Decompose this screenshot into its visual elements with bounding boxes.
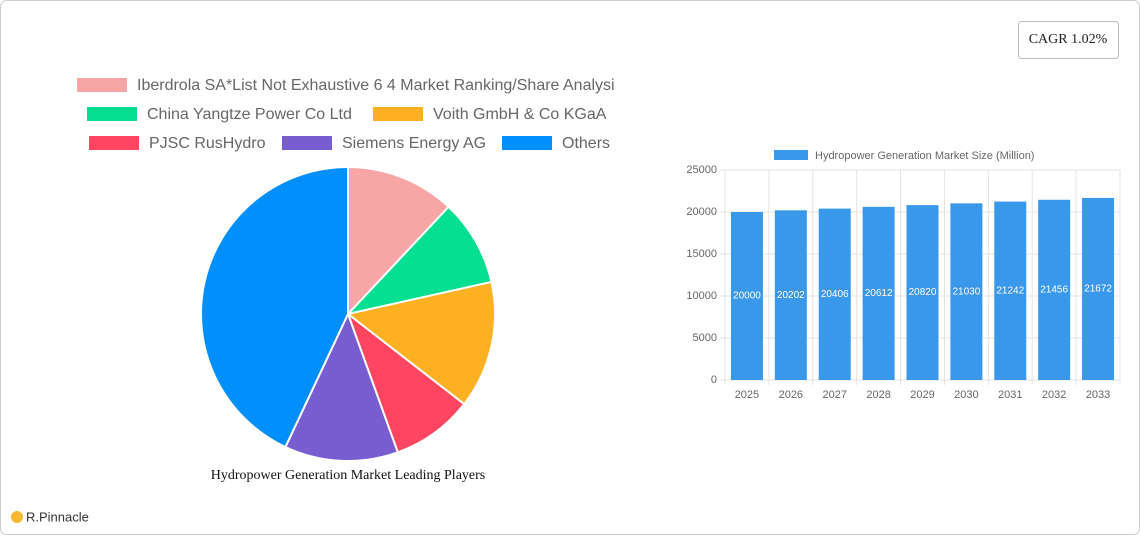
bar [1082, 197, 1115, 380]
legend-swatch [373, 107, 423, 121]
x-tick-label: 2030 [954, 389, 978, 401]
x-tick-label: 2031 [998, 389, 1022, 401]
y-tick-label: 20000 [686, 206, 717, 218]
x-tick-label: 2028 [866, 389, 890, 401]
bar-value-label: 21030 [952, 286, 980, 297]
pie-slice [347, 165, 451, 317]
bar [994, 201, 1027, 380]
y-tick-label: 25000 [686, 164, 717, 176]
y-tick-label: 5000 [693, 332, 717, 344]
bar-value-label: 20000 [733, 291, 761, 302]
bar [730, 212, 763, 380]
pie-slice [284, 311, 400, 462]
legend-swatch [87, 107, 137, 121]
legend-label: China Yangtze Power Co Ltd [147, 106, 352, 123]
legend-label: Siemens Energy AG [342, 135, 486, 152]
legend-label: Voith GmbH & Co KGaA [433, 106, 607, 123]
bar [862, 206, 895, 380]
bar-value-label: 20820 [909, 287, 937, 298]
pie-slice [345, 280, 496, 406]
legend-swatch [77, 78, 127, 92]
x-tick-label: 2026 [779, 389, 803, 401]
pie-slice [345, 205, 493, 316]
y-tick-label: 10000 [686, 290, 717, 302]
bar [1038, 199, 1071, 380]
brand-name: R.Pinnacle [26, 509, 89, 524]
bar-value-label: 20202 [777, 290, 805, 301]
cagr-text: CAGR 1.02% [1029, 32, 1108, 47]
pie-slice [200, 165, 349, 449]
legend-label: Others [562, 135, 610, 152]
y-tick-label: 0 [711, 374, 717, 386]
brand-logo [11, 511, 23, 523]
bar-value-label: 21672 [1084, 284, 1112, 295]
x-tick-label: 2029 [910, 389, 934, 401]
x-tick-label: 2032 [1042, 389, 1066, 401]
bar-value-label: 20612 [865, 288, 893, 299]
bar-value-label: 21456 [1040, 285, 1068, 296]
legend-swatch [502, 136, 552, 150]
bar [774, 210, 807, 380]
x-tick-label: 2025 [735, 389, 759, 401]
pie-slice [345, 311, 466, 454]
x-tick-label: 2027 [822, 389, 846, 401]
pie-title: Hydropower Generation Market Leading Pla… [211, 468, 485, 483]
legend-label: Iberdrola SA*List Not Exhaustive 6 4 Mar… [137, 77, 615, 94]
y-tick-label: 15000 [686, 248, 717, 260]
bar-value-label: 21242 [996, 285, 1024, 296]
bar [818, 208, 851, 380]
legend-label: PJSC RusHydro [149, 135, 266, 152]
bar-value-label: 20406 [821, 289, 849, 300]
legend-swatch [282, 136, 332, 150]
legend-swatch [774, 150, 808, 160]
legend-swatch [89, 136, 139, 150]
bar [950, 203, 983, 380]
bar [906, 205, 939, 380]
legend-label: Hydropower Generation Market Size (Milli… [815, 150, 1034, 162]
x-tick-label: 2033 [1086, 389, 1110, 401]
cagr-box [1018, 21, 1119, 59]
